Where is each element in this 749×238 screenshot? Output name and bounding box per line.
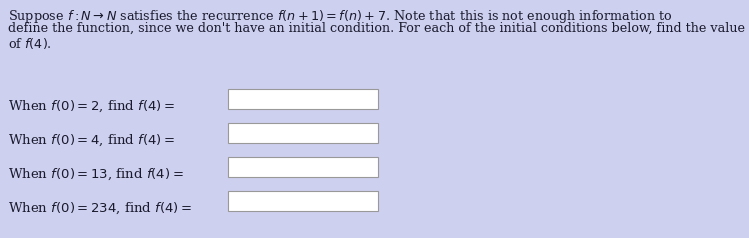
Text: When $f(0) = 2$, find $f(4) =$: When $f(0) = 2$, find $f(4) =$ [8,99,175,114]
Text: of $f(4)$.: of $f(4)$. [8,36,52,51]
FancyBboxPatch shape [228,191,378,211]
FancyBboxPatch shape [228,123,378,143]
Text: When $f(0) = 4$, find $f(4) =$: When $f(0) = 4$, find $f(4) =$ [8,133,175,149]
Text: When $f(0) = 234$, find $f(4) =$: When $f(0) = 234$, find $f(4) =$ [8,201,192,217]
Text: Suppose $f: N \rightarrow N$ satisfies the recurrence $f(n + 1) = f(n) + 7$. Not: Suppose $f: N \rightarrow N$ satisfies t… [8,8,673,25]
FancyBboxPatch shape [228,157,378,177]
Text: define the function, since we don't have an initial condition. For each of the i: define the function, since we don't have… [8,22,745,35]
Text: When $f(0) = 13$, find $f(4) =$: When $f(0) = 13$, find $f(4) =$ [8,167,184,183]
FancyBboxPatch shape [228,89,378,109]
